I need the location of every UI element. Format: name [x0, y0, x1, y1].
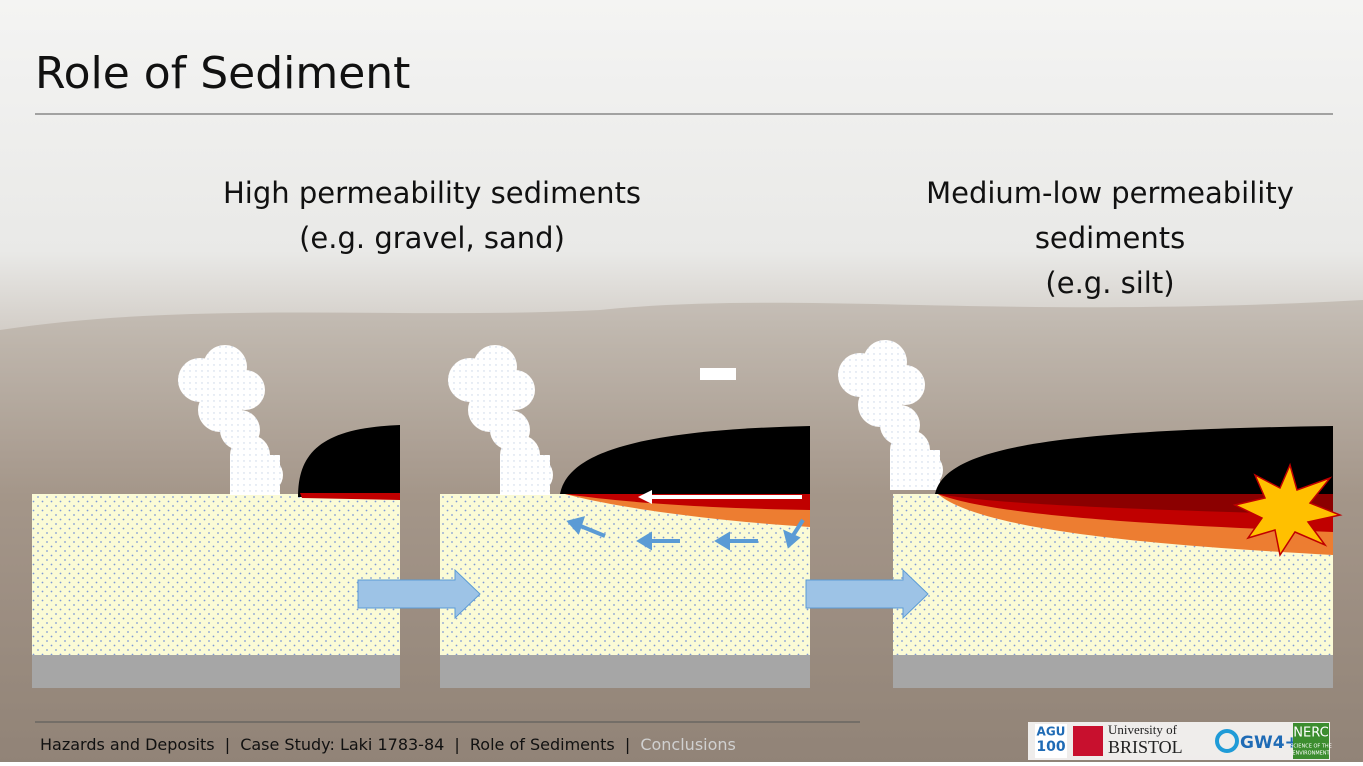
logo-text: University of	[1108, 722, 1178, 737]
logo-text: 100	[1036, 739, 1065, 755]
caption: (e.g. gravel, sand)	[299, 221, 565, 255]
logo-text: NERC	[1293, 726, 1328, 741]
footer-nav: Hazards and Deposits | Case Study: Laki …	[40, 735, 736, 754]
logo-text: ENVIRONMENT	[1292, 751, 1330, 757]
separator: |	[454, 735, 459, 754]
separator: |	[625, 735, 630, 754]
nav-item[interactable]: Role of Sediments	[470, 735, 615, 754]
logo-text: AGU	[1037, 725, 1066, 739]
separator: |	[225, 735, 230, 754]
caption: High permeability sediments	[223, 176, 641, 210]
page: Role of Sediment High permeability sedim…	[0, 0, 1363, 766]
slide-title: Role of Sediment	[35, 48, 410, 99]
logo-text: BRISTOL	[1108, 737, 1183, 757]
caption: (e.g. silt)	[1045, 266, 1174, 300]
slide: Role of Sediment High permeability sedim…	[0, 0, 1363, 762]
nav-item[interactable]: Hazards and Deposits	[40, 735, 215, 754]
nav-item[interactable]: Conclusions	[640, 735, 736, 754]
caption: sediments	[1035, 221, 1185, 255]
logos: AGU 100 University of BRISTOL GW4+ NERC …	[1028, 722, 1332, 760]
nav-item[interactable]: Case Study: Laki 1783-84	[240, 735, 444, 754]
car	[700, 368, 736, 380]
logo-text: SCIENCE OF THE	[1290, 744, 1332, 750]
caption: Medium-low permeability	[926, 176, 1294, 210]
